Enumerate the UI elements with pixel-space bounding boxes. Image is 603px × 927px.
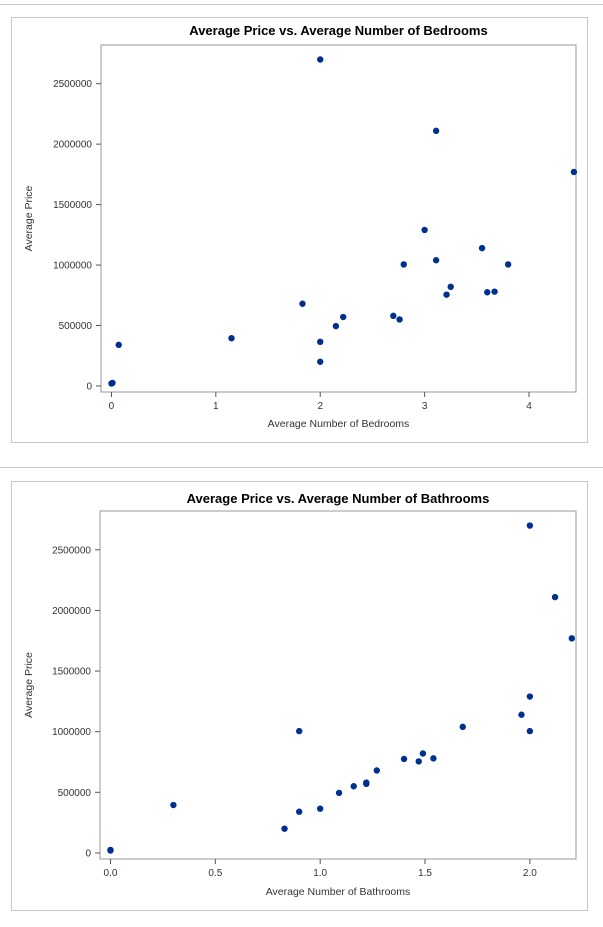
data-point (400, 755, 408, 763)
data-point (432, 257, 440, 264)
data-point (339, 313, 347, 321)
x-tick-label: 2 (317, 401, 323, 412)
y-tick-label: 1500000 (52, 667, 91, 678)
data-point (570, 168, 578, 176)
data-point (447, 283, 454, 291)
data-point (332, 322, 340, 330)
data-point (296, 808, 303, 815)
x-tick-label: 0.5 (208, 868, 222, 879)
data-point (478, 244, 486, 252)
x-tick-label: 1.0 (313, 868, 327, 879)
chart-title: Average Price vs. Average Number of Bedr… (189, 23, 487, 38)
data-point (335, 789, 343, 797)
data-point (396, 316, 403, 323)
data-point (115, 341, 122, 349)
data-point (415, 758, 422, 765)
x-axis-label: Average Number of Bedrooms (268, 418, 410, 430)
y-axis-label: Average Price (23, 185, 35, 251)
data-point (107, 846, 114, 854)
y-tick-label: 2000000 (53, 140, 92, 151)
y-tick-label: 1000000 (52, 727, 91, 738)
y-tick-label: 1500000 (53, 200, 92, 211)
data-point (518, 711, 525, 718)
data-point (443, 291, 450, 298)
data-point (459, 723, 466, 731)
y-tick-label: 2500000 (53, 79, 92, 90)
plot-area (99, 510, 577, 860)
y-tick-label: 0 (85, 848, 91, 859)
x-tick-label: 2.0 (523, 868, 537, 879)
data-point (350, 783, 357, 790)
data-point (484, 289, 491, 296)
bathrooms-chart-panel: Average Price vs. Average Number of Bath… (11, 481, 588, 911)
y-tick-label: 500000 (58, 788, 92, 799)
x-tick-label: 4 (526, 401, 532, 412)
bedrooms-scatter-chart: Average Price vs. Average Number of Bedr… (23, 23, 578, 430)
data-point (526, 727, 534, 735)
y-tick-label: 2500000 (52, 545, 91, 556)
data-point (317, 338, 324, 346)
data-point (363, 779, 370, 786)
data-point (228, 334, 235, 342)
data-point (317, 358, 324, 365)
data-point (526, 522, 534, 529)
bathrooms-scatter-chart: Average Price vs. Average Number of Bath… (23, 491, 577, 898)
data-point (421, 226, 428, 234)
data-point (419, 750, 427, 757)
y-tick-label: 2000000 (52, 606, 91, 617)
data-point (296, 727, 303, 735)
data-point (109, 379, 116, 387)
middle-separator (0, 467, 603, 468)
x-tick-label: 0.0 (104, 868, 118, 879)
data-point (316, 805, 324, 812)
data-point (430, 755, 437, 762)
data-point (526, 693, 534, 700)
data-point (299, 300, 306, 307)
data-point (373, 767, 380, 774)
data-point (432, 127, 440, 135)
x-tick-label: 1 (213, 401, 219, 412)
data-point (551, 593, 559, 601)
data-point (504, 261, 512, 268)
data-point (317, 56, 324, 63)
data-point (390, 312, 397, 320)
y-tick-label: 1000000 (53, 261, 92, 272)
plot-area (100, 44, 577, 393)
data-point (281, 825, 288, 832)
top-separator (0, 4, 603, 5)
data-point (400, 261, 407, 268)
x-tick-label: 3 (422, 401, 428, 412)
data-point (491, 288, 498, 295)
chart-title: Average Price vs. Average Number of Bath… (187, 491, 490, 506)
y-axis-label: Average Price (23, 652, 35, 718)
x-tick-label: 0 (109, 401, 115, 412)
y-tick-label: 500000 (59, 321, 93, 332)
bedrooms-chart-panel: Average Price vs. Average Number of Bedr… (11, 17, 588, 443)
x-axis-label: Average Number of Bathrooms (266, 886, 411, 898)
x-tick-label: 1.5 (418, 868, 432, 879)
data-point (568, 635, 576, 642)
data-point (170, 801, 177, 809)
y-tick-label: 0 (86, 381, 92, 392)
